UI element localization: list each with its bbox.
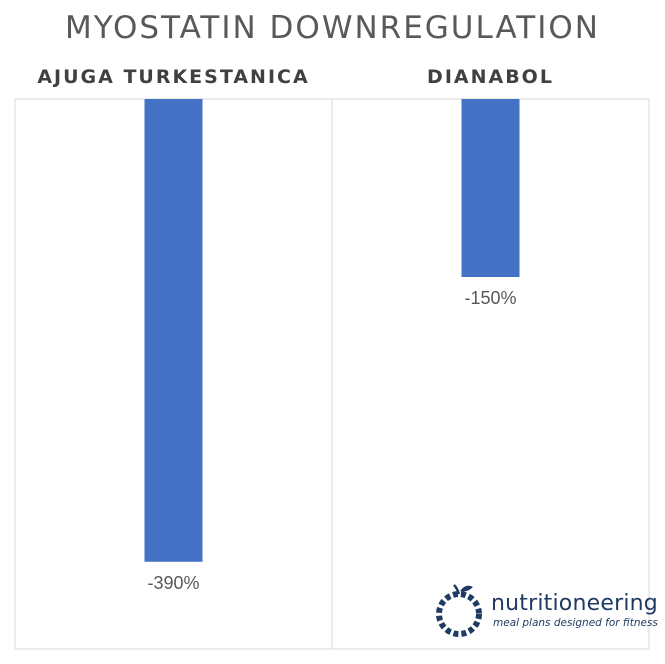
bar-1 xyxy=(461,99,520,277)
data-label-1: -150% xyxy=(464,288,516,308)
category-label-ajuga: AJUGA TURKESTANICA xyxy=(37,66,310,88)
category-label-dianabol: DIANABOL xyxy=(427,66,554,88)
brand-tagline: meal plans designed for fitness xyxy=(493,617,658,629)
bar-0 xyxy=(144,99,203,562)
apple-gear-icon xyxy=(436,584,482,637)
data-label-0: -390% xyxy=(147,573,199,593)
nutritioneering-logo xyxy=(432,580,647,640)
brand-name: nutritioneering xyxy=(491,591,658,616)
chart-title: MYOSTATIN DOWNREGULATION xyxy=(65,10,600,46)
